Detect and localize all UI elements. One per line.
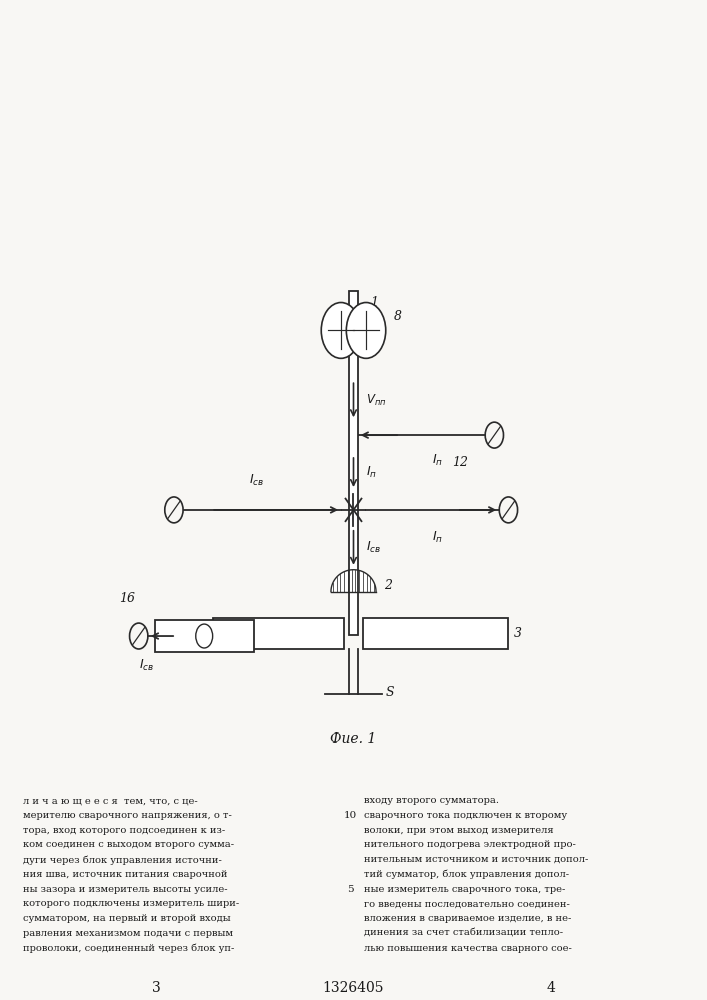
Text: ком соединен с выходом второго сумма-: ком соединен с выходом второго сумма- — [23, 840, 233, 849]
Text: вложения в свариваемое изделие, в не-: вложения в свариваемое изделие, в не- — [364, 914, 571, 923]
Polygon shape — [155, 620, 254, 652]
Text: ны зазора и измеритель высоты усиле-: ны зазора и измеритель высоты усиле- — [23, 885, 227, 894]
Polygon shape — [213, 618, 344, 649]
Text: Фие. 1: Фие. 1 — [330, 732, 377, 746]
Text: 3: 3 — [514, 627, 522, 640]
Text: нительным источником и источник допол-: нительным источником и источник допол- — [364, 855, 588, 864]
Text: $I_п$: $I_п$ — [433, 453, 443, 468]
Text: $I_{св}$: $I_{св}$ — [249, 473, 264, 488]
Text: сварочного тока подключен к второму: сварочного тока подключен к второму — [364, 811, 567, 820]
Text: $V_{пп}$: $V_{пп}$ — [366, 393, 387, 408]
Polygon shape — [349, 291, 358, 635]
Text: ные измеритель сварочного тока, тре-: ные измеритель сварочного тока, тре- — [364, 885, 566, 894]
Text: $I_{св}$: $I_{св}$ — [139, 658, 154, 673]
Circle shape — [346, 303, 386, 358]
Text: нительного подогрева электродной про-: нительного подогрева электродной про- — [364, 840, 576, 849]
Text: 12: 12 — [452, 456, 468, 469]
Text: 1: 1 — [370, 296, 378, 309]
Text: волоки, при этом выход измерителя: волоки, при этом выход измерителя — [364, 826, 554, 835]
Text: сумматором, на первый и второй входы: сумматором, на первый и второй входы — [23, 914, 230, 923]
Circle shape — [485, 422, 503, 448]
Text: входу второго сумматора.: входу второго сумматора. — [364, 796, 499, 805]
Text: динения за счет стабилизации тепло-: динения за счет стабилизации тепло- — [364, 929, 563, 938]
Text: 3: 3 — [152, 981, 160, 995]
Text: 4: 4 — [547, 981, 555, 995]
Text: 2: 2 — [385, 579, 392, 592]
Text: тора, вход которого подсоединен к из-: тора, вход которого подсоединен к из- — [23, 826, 225, 835]
Text: 16: 16 — [119, 592, 135, 605]
Text: S: S — [385, 686, 394, 699]
Polygon shape — [331, 570, 376, 592]
Text: $I_п$: $I_п$ — [366, 465, 378, 480]
Text: тий сумматор, блок управления допол-: тий сумматор, блок управления допол- — [364, 870, 569, 879]
Text: $I_п$: $I_п$ — [433, 530, 443, 545]
Text: 8: 8 — [395, 310, 402, 323]
Text: го введены последовательно соединен-: го введены последовательно соединен- — [364, 899, 570, 908]
Text: равления механизмом подачи с первым: равления механизмом подачи с первым — [23, 929, 233, 938]
Text: л и ч а ю щ е е с я  тем, что, с це-: л и ч а ю щ е е с я тем, что, с це- — [23, 796, 197, 805]
Text: 10: 10 — [344, 811, 356, 820]
Text: которого подключены измеритель шири-: которого подключены измеритель шири- — [23, 899, 239, 908]
Circle shape — [129, 623, 148, 649]
Text: мерителю сварочного напряжения, о т-: мерителю сварочного напряжения, о т- — [23, 811, 231, 820]
Circle shape — [165, 497, 183, 523]
Text: дуги через блок управления источни-: дуги через блок управления источни- — [23, 855, 221, 865]
Text: 5: 5 — [346, 885, 354, 894]
Text: лью повышения качества сварного сое-: лью повышения качества сварного сое- — [364, 944, 572, 953]
Text: $I_{св}$: $I_{св}$ — [366, 540, 381, 555]
Polygon shape — [363, 618, 508, 649]
Circle shape — [499, 497, 518, 523]
Text: проволоки, соединенный через блок уп-: проволоки, соединенный через блок уп- — [23, 944, 234, 953]
Circle shape — [321, 303, 361, 358]
Text: ния шва, источник питания сварочной: ния шва, источник питания сварочной — [23, 870, 227, 879]
Text: 1326405: 1326405 — [323, 981, 384, 995]
